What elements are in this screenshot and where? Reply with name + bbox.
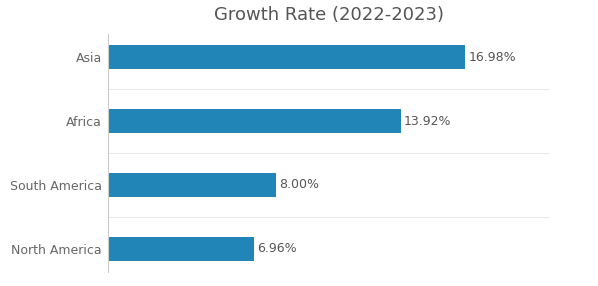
Title: Growth Rate (2022-2023): Growth Rate (2022-2023) bbox=[214, 6, 444, 24]
Text: 6.96%: 6.96% bbox=[258, 242, 297, 255]
Bar bbox=[108, 173, 276, 197]
Bar bbox=[108, 45, 465, 69]
Text: 8.00%: 8.00% bbox=[279, 178, 319, 191]
Bar bbox=[108, 237, 254, 261]
Bar bbox=[108, 109, 401, 133]
Text: 13.92%: 13.92% bbox=[404, 115, 451, 128]
Text: 16.98%: 16.98% bbox=[469, 51, 516, 64]
